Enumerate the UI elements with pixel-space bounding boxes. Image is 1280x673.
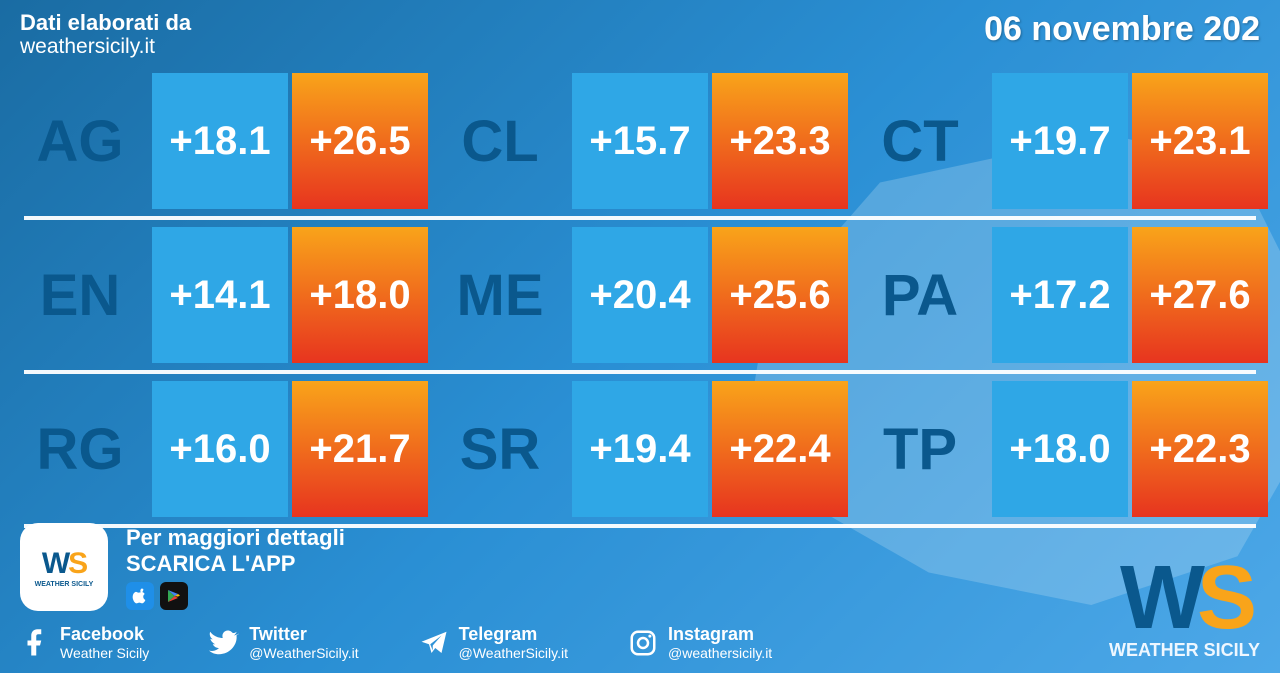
ws-small-sub: WEATHER SICILY	[35, 581, 94, 588]
ws-big-sub: WEATHER SICILY	[1109, 640, 1260, 661]
temp-low: +14.1	[152, 227, 288, 363]
promo-line2: SCARICA L'APP	[126, 551, 345, 577]
footer: WS WEATHER SICILY Per maggiori dettagli …	[0, 513, 1280, 673]
grid-row: AG+18.1+26.5CL+15.7+23.3CT+19.7+23.1	[12, 73, 1268, 209]
app-promo: WS WEATHER SICILY Per maggiori dettagli …	[20, 523, 1260, 611]
province-code: SR	[432, 381, 568, 517]
temp-high: +26.5	[292, 73, 428, 209]
header-credit: Dati elaborati da weathersicily.it	[20, 10, 191, 59]
store-icons	[126, 582, 345, 610]
province-code: RG	[12, 381, 148, 517]
social-facebook[interactable]: Facebook Weather Sicily	[20, 625, 149, 661]
grid-row: RG+16.0+21.7SR+19.4+22.4TP+18.0+22.3	[12, 381, 1268, 517]
temp-high: +25.6	[712, 227, 848, 363]
temp-high: +21.7	[292, 381, 428, 517]
temp-high: +22.3	[1132, 381, 1268, 517]
instagram-handle: @weathersicily.it	[668, 645, 772, 661]
temp-high: +27.6	[1132, 227, 1268, 363]
row-divider	[24, 216, 1256, 220]
province-code: EN	[12, 227, 148, 363]
temp-low: +19.4	[572, 381, 708, 517]
temp-low: +15.7	[572, 73, 708, 209]
row-divider	[24, 370, 1256, 374]
temp-low: +19.7	[992, 73, 1128, 209]
instagram-label: Instagram	[668, 625, 772, 645]
province-code: PA	[852, 227, 988, 363]
province-code: CT	[852, 73, 988, 209]
ws-small-text: WS	[42, 547, 86, 581]
credit-text: Dati elaborati da	[20, 10, 191, 35]
twitter-handle: @WeatherSicily.it	[249, 645, 358, 661]
header-date: 06 novembre 202	[984, 10, 1260, 49]
temp-low: +18.1	[152, 73, 288, 209]
telegram-label: Telegram	[459, 625, 568, 645]
twitter-icon	[209, 628, 239, 658]
temp-high: +23.3	[712, 73, 848, 209]
appstore-icon[interactable]	[126, 582, 154, 610]
temp-low: +18.0	[992, 381, 1128, 517]
telegram-handle: @WeatherSicily.it	[459, 645, 568, 661]
ws-big-text: WS	[1109, 562, 1260, 634]
social-row: Facebook Weather Sicily Twitter @Weather…	[20, 625, 1260, 661]
facebook-label: Facebook	[60, 625, 149, 645]
temp-high: +22.4	[712, 381, 848, 517]
province-code: TP	[852, 381, 988, 517]
social-instagram[interactable]: Instagram @weathersicily.it	[628, 625, 772, 661]
social-telegram[interactable]: Telegram @WeatherSicily.it	[419, 625, 568, 661]
facebook-handle: Weather Sicily	[60, 645, 149, 661]
ws-brand-logo: WS WEATHER SICILY	[1109, 562, 1260, 661]
province-code: AG	[12, 73, 148, 209]
temp-low: +17.2	[992, 227, 1128, 363]
credit-site: weathersicily.it	[20, 35, 191, 59]
temp-high: +18.0	[292, 227, 428, 363]
telegram-icon	[419, 628, 449, 658]
grid-row: EN+14.1+18.0ME+20.4+25.6PA+17.2+27.6	[12, 227, 1268, 363]
header: Dati elaborati da weathersicily.it 06 no…	[0, 0, 1280, 73]
province-code: CL	[432, 73, 568, 209]
facebook-icon	[20, 628, 50, 658]
promo-line1: Per maggiori dettagli	[126, 525, 345, 551]
social-twitter[interactable]: Twitter @WeatherSicily.it	[209, 625, 358, 661]
province-code: ME	[432, 227, 568, 363]
temp-high: +23.1	[1132, 73, 1268, 209]
twitter-label: Twitter	[249, 625, 358, 645]
instagram-icon	[628, 628, 658, 658]
playstore-icon[interactable]	[160, 582, 188, 610]
temp-low: +16.0	[152, 381, 288, 517]
temp-low: +20.4	[572, 227, 708, 363]
temperature-grid: AG+18.1+26.5CL+15.7+23.3CT+19.7+23.1EN+1…	[0, 73, 1280, 531]
ws-app-icon: WS WEATHER SICILY	[20, 523, 108, 611]
